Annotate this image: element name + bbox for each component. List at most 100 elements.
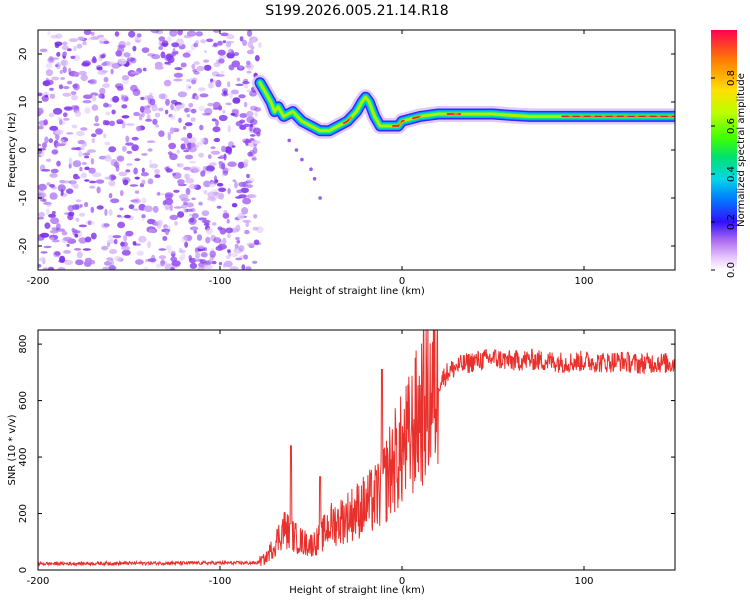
- noise-speckle: [180, 62, 187, 68]
- noise-speckle: [212, 222, 217, 226]
- noise-speckle: [161, 40, 169, 48]
- y-tick-label: 600: [18, 391, 29, 410]
- noise-speckle: [190, 143, 196, 148]
- noise-speckle: [148, 159, 152, 164]
- ridge-band: [258, 81, 675, 133]
- noise-speckle: [40, 232, 50, 238]
- noise-speckle: [84, 201, 89, 208]
- noise-speckle: [88, 167, 96, 174]
- noise-speckle: [139, 113, 143, 121]
- snr-frame: [37, 329, 676, 571]
- noise-speckle: [169, 127, 174, 135]
- noise-speckle: [126, 163, 133, 166]
- tail-point: [309, 167, 313, 171]
- noise-speckle: [81, 62, 90, 67]
- noise-speckle: [189, 136, 197, 144]
- noise-speckle: [55, 228, 66, 232]
- noise-speckle: [189, 183, 198, 189]
- noise-speckle: [220, 174, 225, 177]
- noise-speckle: [58, 84, 64, 90]
- colorbar-tick-label: 0.6: [726, 118, 737, 134]
- noise-speckle: [227, 148, 232, 155]
- noise-speckle: [213, 62, 221, 68]
- noise-speckle: [173, 206, 183, 209]
- noise-speckle: [223, 260, 233, 268]
- noise-speckle: [64, 107, 73, 112]
- noise-speckle: [91, 94, 97, 102]
- noise-speckle: [182, 52, 191, 58]
- noise-speckle: [49, 192, 58, 200]
- noise-speckle: [79, 166, 83, 172]
- noise-speckle: [110, 259, 114, 267]
- spectrogram-x-label: Height of straight line (km): [289, 286, 425, 297]
- noise-speckle: [177, 211, 185, 218]
- noise-speckle: [229, 92, 233, 99]
- noise-speckle: [45, 79, 54, 86]
- noise-speckle: [190, 108, 197, 114]
- noise-speckle: [245, 266, 252, 270]
- noise-speckle: [217, 40, 223, 46]
- noise-speckle: [71, 124, 78, 129]
- noise-speckle: [173, 189, 180, 193]
- noise-speckle: [82, 41, 87, 46]
- noise-speckle: [49, 93, 56, 99]
- noise-speckle: [41, 169, 51, 172]
- noise-speckle: [109, 120, 115, 127]
- noise-speckle: [114, 31, 120, 37]
- noise-speckle: [141, 197, 147, 204]
- noise-speckle: [189, 226, 199, 231]
- noise-speckle: [158, 255, 167, 260]
- noise-speckle: [50, 168, 59, 174]
- noise-speckle: [141, 153, 148, 156]
- noise-speckle: [247, 151, 254, 157]
- noise-speckle: [123, 234, 128, 242]
- noise-speckle: [252, 140, 261, 145]
- noise-speckle: [101, 245, 109, 251]
- noise-speckle: [120, 190, 124, 197]
- noise-speckle: [242, 81, 250, 85]
- noise-speckle: [198, 87, 206, 92]
- noise-speckle: [239, 113, 248, 118]
- tail-point: [287, 138, 292, 143]
- noise-speckle: [55, 133, 60, 141]
- noise-speckle: [220, 70, 225, 74]
- noise-speckle: [52, 107, 63, 115]
- noise-speckle: [79, 212, 85, 217]
- noise-speckle: [149, 92, 153, 96]
- noise-speckle: [104, 120, 110, 126]
- noise-speckle: [98, 93, 105, 99]
- noise-speckle: [254, 55, 260, 62]
- noise-speckle: [82, 248, 91, 251]
- noise-speckle: [114, 255, 122, 262]
- noise-speckle: [210, 146, 216, 150]
- noise-speckle: [164, 197, 174, 206]
- noise-speckle: [169, 214, 179, 221]
- noise-speckle: [133, 243, 142, 246]
- noise-speckle: [200, 170, 206, 177]
- noise-speckle: [183, 201, 188, 205]
- noise-speckle: [213, 179, 217, 185]
- noise-speckle: [68, 162, 72, 169]
- noise-speckle: [113, 238, 118, 245]
- noise-speckle: [131, 198, 141, 204]
- noise-speckle: [218, 192, 225, 200]
- noise-speckle: [62, 41, 68, 46]
- noise-speckle: [105, 111, 111, 116]
- noise-speckle: [163, 79, 172, 87]
- noise-speckle: [111, 109, 116, 115]
- noise-speckle: [178, 256, 183, 262]
- noise-speckle: [133, 111, 141, 117]
- noise-speckle: [95, 128, 103, 135]
- noise-speckle: [178, 247, 183, 254]
- noise-speckle: [230, 112, 236, 116]
- y-tick-label: 0: [18, 567, 29, 573]
- noise-speckle: [241, 264, 246, 270]
- noise-speckle: [110, 68, 114, 75]
- noise-speckle: [222, 40, 227, 44]
- noise-speckle: [95, 179, 105, 184]
- noise-speckle: [147, 178, 154, 185]
- noise-speckle: [232, 179, 237, 183]
- noise-speckle: [230, 89, 239, 95]
- noise-speckle: [128, 30, 136, 38]
- noise-speckle: [195, 142, 204, 146]
